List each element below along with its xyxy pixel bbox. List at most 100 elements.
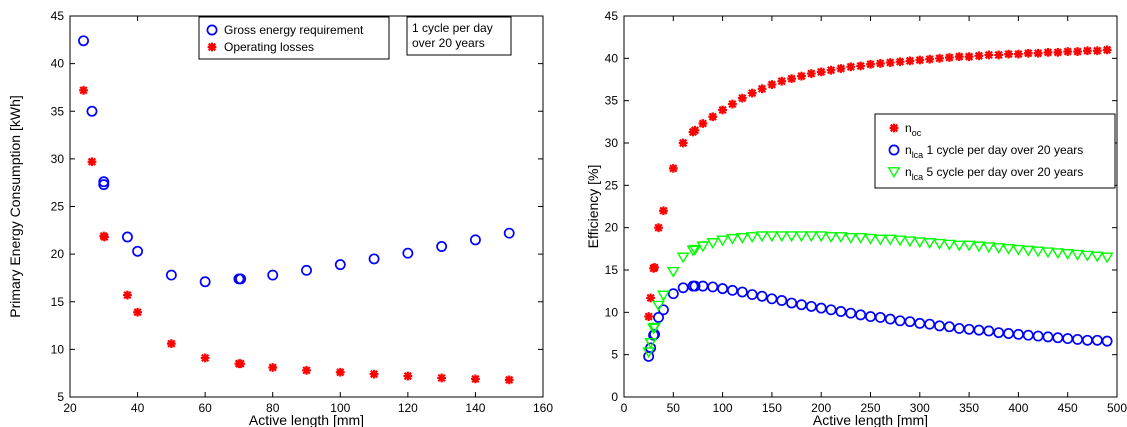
data-point: [737, 93, 747, 103]
data-point: [894, 315, 906, 327]
data-point: [471, 374, 480, 384]
x-tick-label: 40: [131, 401, 145, 415]
data-point: [864, 233, 877, 245]
data-point: [503, 227, 515, 239]
legend-marker: [888, 144, 900, 156]
data-point: [688, 244, 702, 256]
data-point: [1043, 48, 1053, 57]
legend-marker: [889, 123, 899, 133]
data-point: [855, 309, 867, 321]
data-point: [767, 80, 777, 89]
data-point: [1052, 332, 1064, 344]
data-point: [87, 157, 97, 167]
data-point: [884, 313, 896, 325]
legend-marker: [887, 167, 901, 179]
data-point: [777, 76, 787, 86]
data-point: [689, 280, 701, 292]
series-3: [642, 231, 1114, 359]
data-point: [728, 99, 737, 109]
data-point: [1081, 334, 1093, 346]
x-axis-label: Active length [mm]: [249, 412, 364, 427]
y-tick-label: 25: [605, 178, 619, 192]
x-tick-label: 140: [465, 401, 485, 415]
data-point: [1031, 246, 1045, 258]
data-point: [982, 242, 996, 254]
data-point: [1002, 243, 1015, 255]
data-point: [845, 307, 857, 319]
data-point: [727, 284, 738, 296]
data-point: [993, 327, 1005, 339]
data-point: [676, 252, 690, 264]
x-tick-label: 60: [198, 401, 212, 415]
annotation-line: over 20 years: [412, 36, 485, 50]
data-point: [1061, 249, 1075, 260]
data-point: [873, 234, 887, 246]
data-point: [834, 232, 848, 244]
data-point: [677, 282, 689, 294]
data-point: [1014, 49, 1023, 59]
annotation-frame: [406, 16, 512, 56]
data-point: [776, 295, 788, 306]
data-point: [925, 54, 935, 64]
data-point: [923, 238, 937, 249]
data-point: [765, 231, 779, 243]
data-point: [402, 247, 414, 259]
legend-entry-subscript: lca: [912, 172, 924, 182]
data-point: [866, 59, 875, 69]
x-tick-label: 200: [811, 401, 831, 415]
data-point: [334, 259, 346, 271]
data-point: [98, 179, 110, 191]
data-point: [814, 231, 828, 243]
data-point: [644, 337, 658, 349]
data-point: [806, 69, 816, 78]
legend-entry: nlca 1 cycle per day over 20 years: [905, 143, 1083, 160]
data-point: [653, 311, 664, 323]
data-point: [854, 232, 868, 244]
data-point: [1011, 244, 1025, 256]
y-tick-label: 0: [611, 390, 618, 404]
data-point: [944, 53, 954, 62]
data-point: [1053, 48, 1063, 57]
data-point: [698, 119, 708, 128]
data-point: [642, 347, 656, 359]
data-point: [302, 365, 311, 375]
data-point: [1022, 329, 1034, 341]
series-1: [644, 45, 1112, 321]
data-point: [883, 234, 897, 246]
legend-entry-base: n: [905, 143, 912, 157]
data-point: [123, 290, 132, 300]
data-point: [654, 223, 663, 233]
data-point: [1102, 45, 1112, 55]
chart-1: 20 40 60 80 100 120 140 160 5 10 15 20 25 30 35 40 45 Act…: [7, 9, 553, 427]
x-tick-label: 80: [266, 401, 280, 415]
data-point: [755, 231, 769, 243]
data-point: [756, 290, 768, 302]
x-tick-label: 160: [533, 401, 553, 415]
legend-entry-base: n: [905, 121, 912, 135]
data-point: [79, 85, 88, 95]
legend-entry-subscript: oc: [912, 128, 922, 138]
data-point: [648, 322, 661, 334]
data-point: [707, 281, 719, 293]
legend-entry: nlca 5 cycle per day over 20 years: [905, 165, 1083, 182]
data-point: [795, 231, 808, 243]
data-point: [826, 65, 836, 75]
data-point: [953, 322, 965, 334]
x-tick-label: 20: [63, 401, 77, 415]
y-tick-label: 45: [51, 9, 65, 23]
y-tick-label: 30: [605, 136, 619, 150]
legend-marker: [206, 24, 218, 36]
data-point: [469, 234, 481, 246]
data-point: [797, 71, 806, 81]
data-point: [974, 51, 984, 61]
data-point: [696, 241, 710, 253]
data-point: [1092, 46, 1102, 56]
annotation-line: 1 cycle per day: [412, 21, 493, 35]
data-point: [301, 264, 312, 276]
data-point: [933, 238, 946, 250]
data-point: [657, 290, 670, 302]
data-point: [1042, 331, 1054, 343]
data-point: [915, 55, 925, 65]
